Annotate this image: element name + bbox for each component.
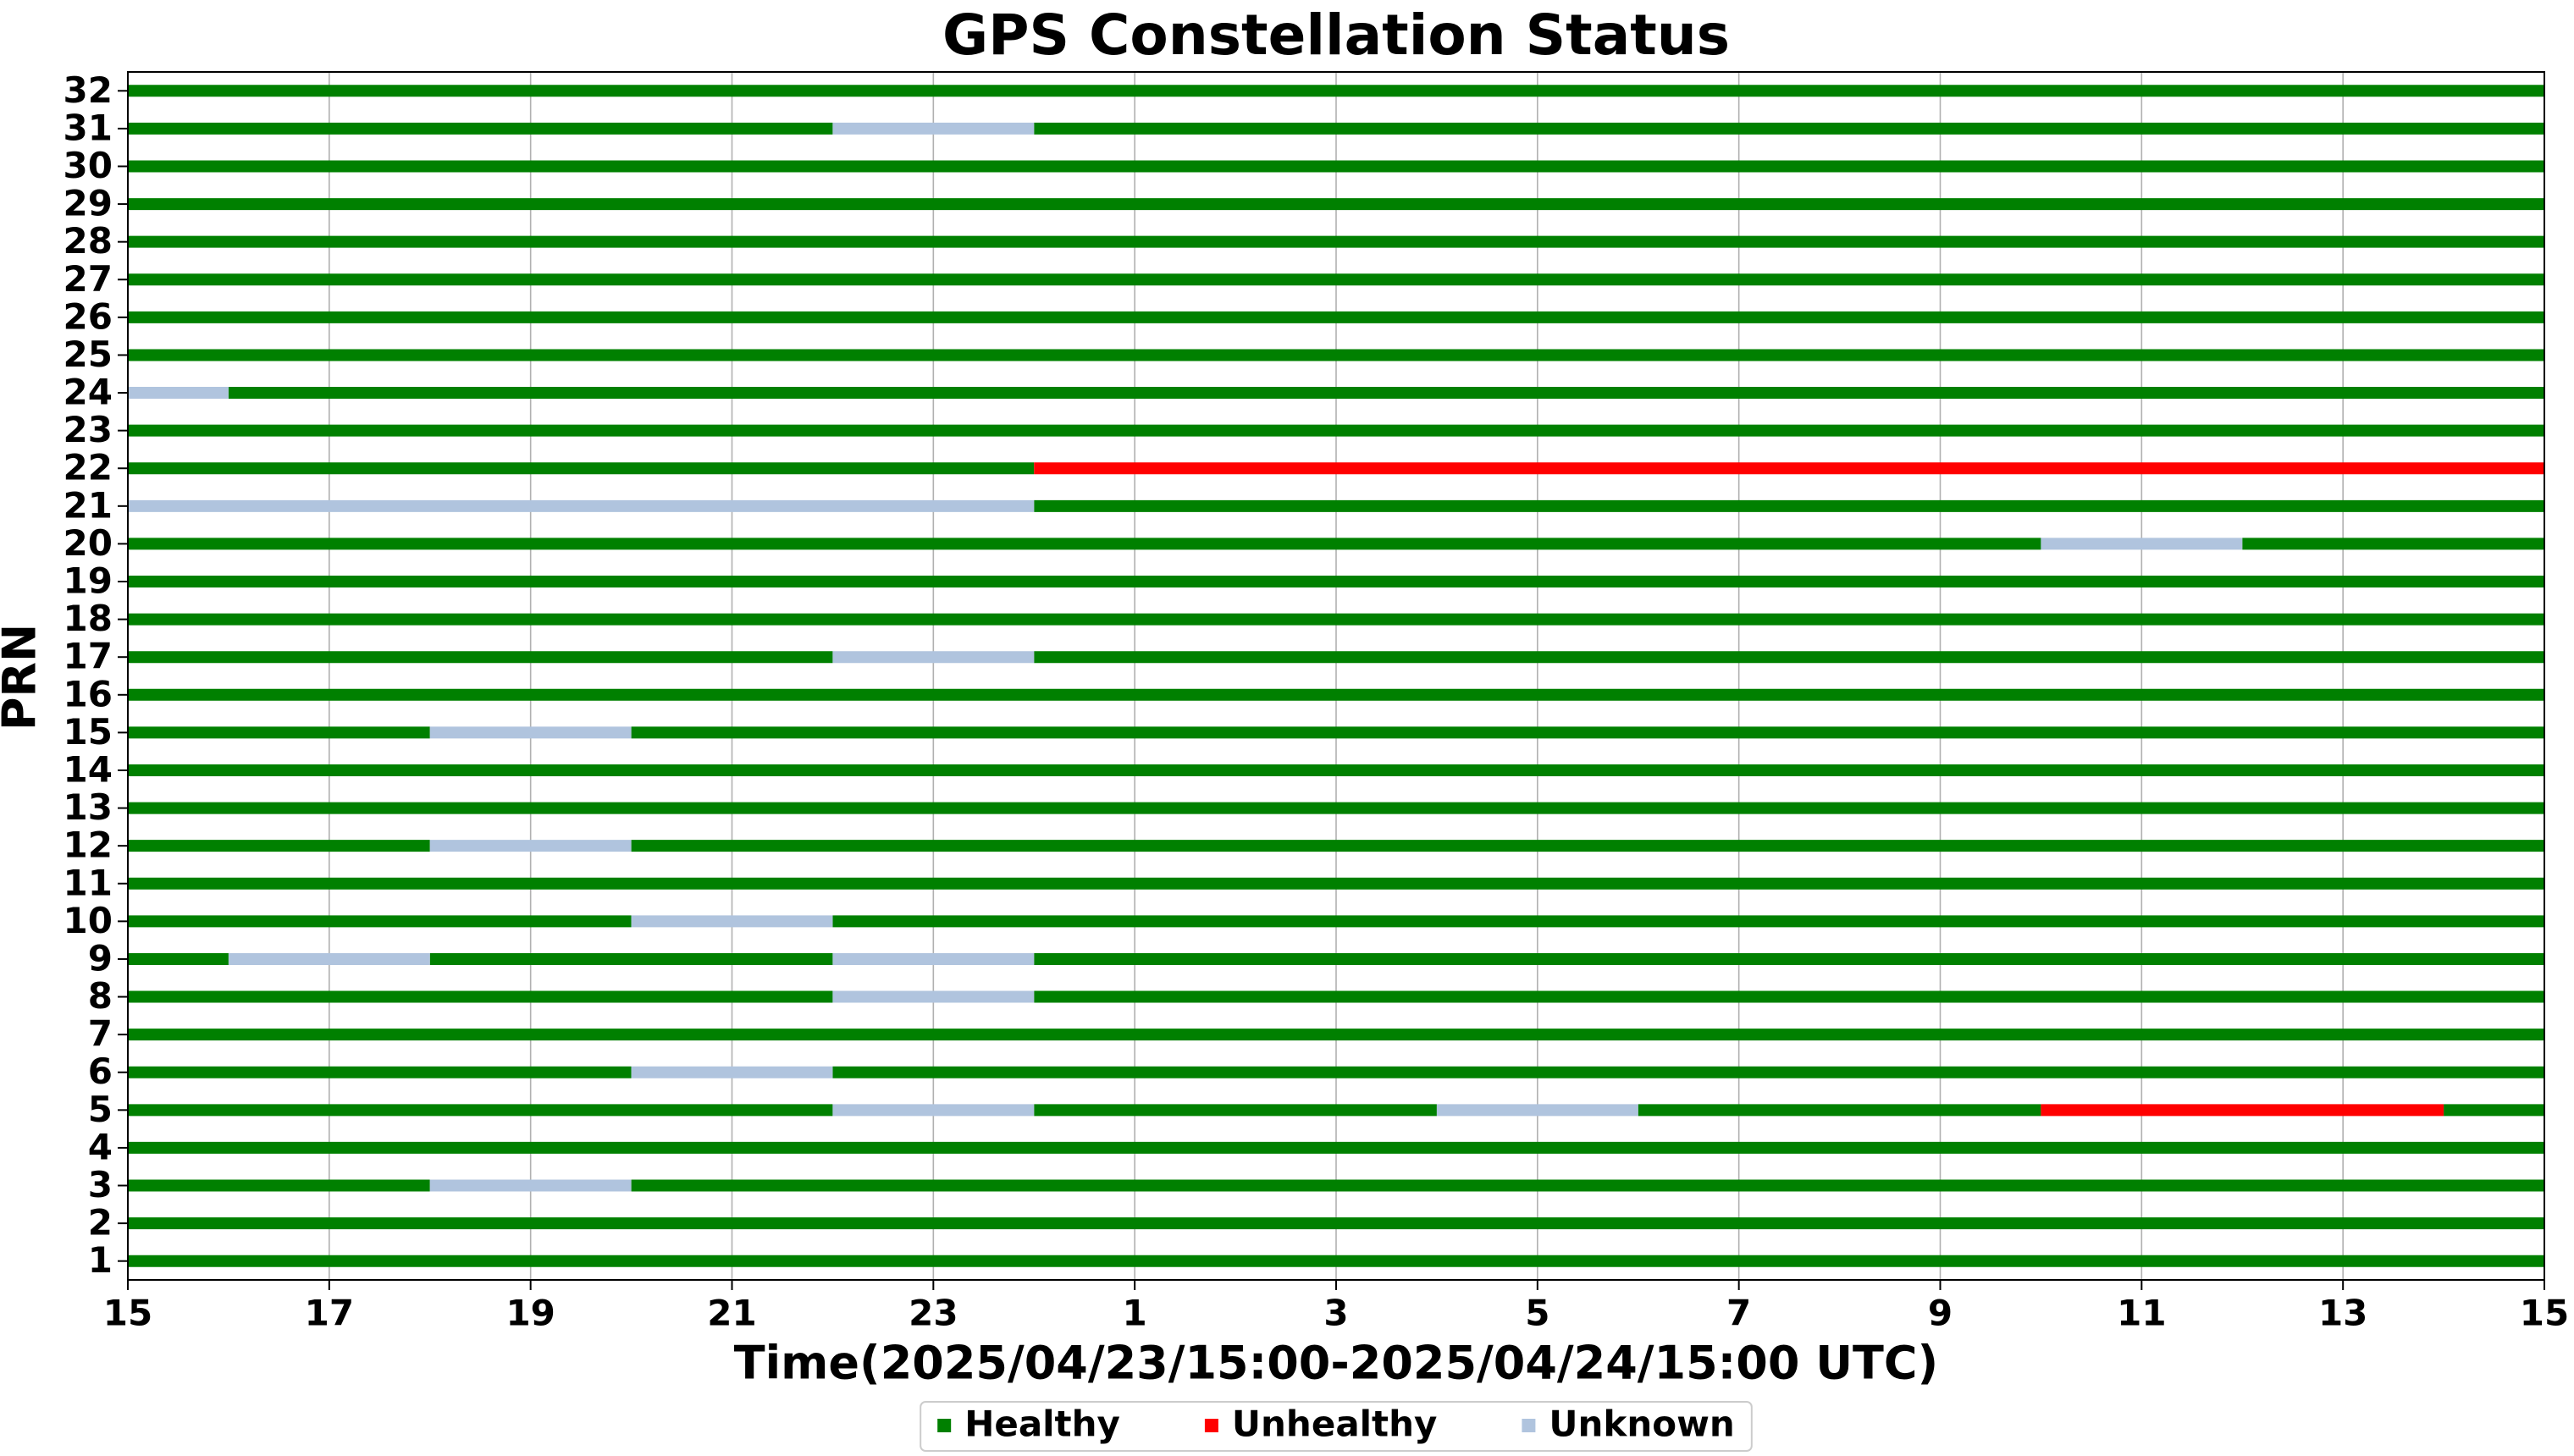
y-tick-label: 2 bbox=[88, 1202, 113, 1244]
y-tick-label: 22 bbox=[64, 447, 113, 488]
x-tick-label: 15 bbox=[103, 1293, 152, 1334]
chart-title: GPS Constellation Status bbox=[942, 3, 1730, 68]
y-tick-label: 19 bbox=[64, 560, 113, 602]
y-axis-label: PRN bbox=[0, 624, 47, 731]
x-tick-label: 7 bbox=[1726, 1293, 1751, 1334]
legend-box bbox=[920, 1401, 1753, 1452]
x-axis-label: Time(2025/04/23/15:00-2025/04/24/15:00 U… bbox=[734, 1337, 1938, 1390]
y-tick-label: 26 bbox=[64, 295, 113, 337]
x-tick-label: 19 bbox=[505, 1293, 555, 1334]
y-tick-label: 21 bbox=[64, 484, 113, 526]
y-tick-label: 16 bbox=[64, 673, 113, 714]
legend-marker bbox=[1522, 1419, 1536, 1432]
y-tick-label: 27 bbox=[64, 258, 113, 300]
x-tick-label: 17 bbox=[305, 1293, 354, 1334]
legend-marker bbox=[1204, 1419, 1218, 1432]
x-tick-label: 1 bbox=[1123, 1293, 1147, 1334]
y-tick-label: 10 bbox=[64, 900, 113, 941]
y-tick-label: 20 bbox=[64, 522, 113, 564]
y-tick-label: 5 bbox=[88, 1089, 113, 1130]
y-tick-label: 13 bbox=[64, 786, 113, 828]
x-tick-label: 23 bbox=[909, 1293, 958, 1334]
legend-marker bbox=[937, 1419, 952, 1432]
y-tick-label: 1 bbox=[88, 1239, 113, 1281]
legend: Healthy Unhealthy Unknown bbox=[920, 1401, 1753, 1452]
y-tick-label: 24 bbox=[64, 372, 113, 413]
x-tick-label: 9 bbox=[1928, 1293, 1953, 1334]
legend-label: Unhealthy bbox=[1232, 1404, 1437, 1445]
y-tick-label: 31 bbox=[64, 107, 113, 148]
legend-label: Healthy bbox=[964, 1404, 1120, 1445]
y-tick-label: 14 bbox=[64, 748, 113, 790]
x-tick-label: 13 bbox=[2318, 1293, 2367, 1334]
y-tick-label: 17 bbox=[64, 636, 113, 677]
y-tick-label: 3 bbox=[88, 1164, 113, 1205]
x-tick-label: 5 bbox=[1525, 1293, 1549, 1334]
x-tick-label: 3 bbox=[1323, 1293, 1348, 1334]
y-tick-label: 6 bbox=[88, 1051, 113, 1092]
y-tick-label: 4 bbox=[88, 1126, 113, 1167]
y-tick-label: 32 bbox=[64, 69, 113, 111]
y-tick-label: 11 bbox=[64, 862, 113, 903]
y-tick-label: 25 bbox=[64, 334, 113, 375]
legend-label: Unknown bbox=[1549, 1404, 1734, 1445]
y-tick-label: 23 bbox=[64, 409, 113, 450]
y-tick-label: 15 bbox=[64, 711, 113, 753]
plot-frame bbox=[127, 71, 2545, 1281]
x-tick-label: 21 bbox=[707, 1293, 756, 1334]
y-tick-label: 18 bbox=[64, 598, 113, 639]
y-tick-label: 8 bbox=[88, 975, 113, 1017]
y-tick-label: 7 bbox=[88, 1013, 113, 1055]
y-tick-label: 30 bbox=[64, 145, 113, 186]
y-tick-label: 29 bbox=[64, 183, 113, 224]
x-tick-label: 11 bbox=[2117, 1293, 2166, 1334]
y-tick-label: 9 bbox=[88, 937, 113, 979]
y-tick-label: 28 bbox=[64, 220, 113, 262]
x-tick-label: 15 bbox=[2520, 1293, 2569, 1334]
y-tick-label: 12 bbox=[64, 825, 113, 866]
